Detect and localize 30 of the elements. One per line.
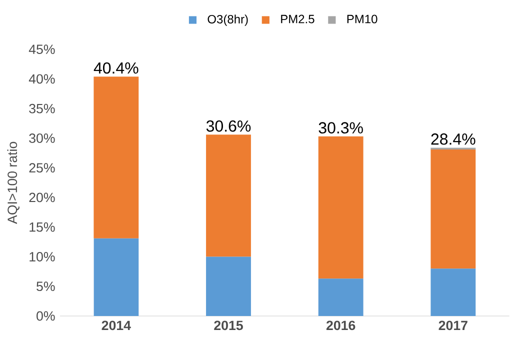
x-tick-label: 2015 xyxy=(214,320,243,330)
bar xyxy=(318,278,364,316)
bar xyxy=(430,149,476,269)
y-tick-label: 15% xyxy=(30,222,55,232)
legend-label: PM2.5 xyxy=(281,14,314,24)
total-label: 30.6% xyxy=(206,120,251,132)
bar xyxy=(206,256,251,316)
bar xyxy=(318,136,364,279)
total-label: 30.3% xyxy=(318,122,363,134)
total-label: 28.4% xyxy=(431,133,476,145)
y-tick-label: 30% xyxy=(29,133,55,143)
x-tick-label: 2017 xyxy=(438,320,468,330)
y-tick-label: 40% xyxy=(28,74,55,84)
bar xyxy=(206,134,251,257)
bar xyxy=(94,238,139,316)
bar xyxy=(94,76,139,238)
y-tick-label: 0% xyxy=(36,311,55,321)
bar xyxy=(430,268,476,316)
legend-label: PM10 xyxy=(347,14,378,24)
y-axis-title: AQI>100 ratio xyxy=(7,142,20,224)
total-label: 40.4% xyxy=(94,62,138,74)
y-tick-label: 45% xyxy=(28,44,55,54)
x-tick-label: 2016 xyxy=(326,320,356,330)
x-tick-label: 2014 xyxy=(102,320,131,330)
y-tick-label: 35% xyxy=(29,104,55,114)
y-tick-label: 5% xyxy=(36,282,55,292)
y-tick-label: 20% xyxy=(29,192,55,202)
y-tick-label: 10% xyxy=(30,252,55,262)
legend-label: O3(8hr) xyxy=(208,14,248,26)
y-tick-label: 25% xyxy=(29,163,55,173)
